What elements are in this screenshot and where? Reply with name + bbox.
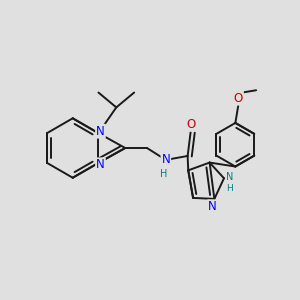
Text: N: N <box>96 158 105 171</box>
Text: H: H <box>226 184 233 193</box>
Text: N: N <box>96 125 105 138</box>
Text: N: N <box>208 200 217 213</box>
Text: O: O <box>234 92 243 105</box>
Text: N: N <box>226 172 234 182</box>
Text: H: H <box>160 169 167 179</box>
Text: N: N <box>161 153 170 167</box>
Text: O: O <box>186 118 195 131</box>
